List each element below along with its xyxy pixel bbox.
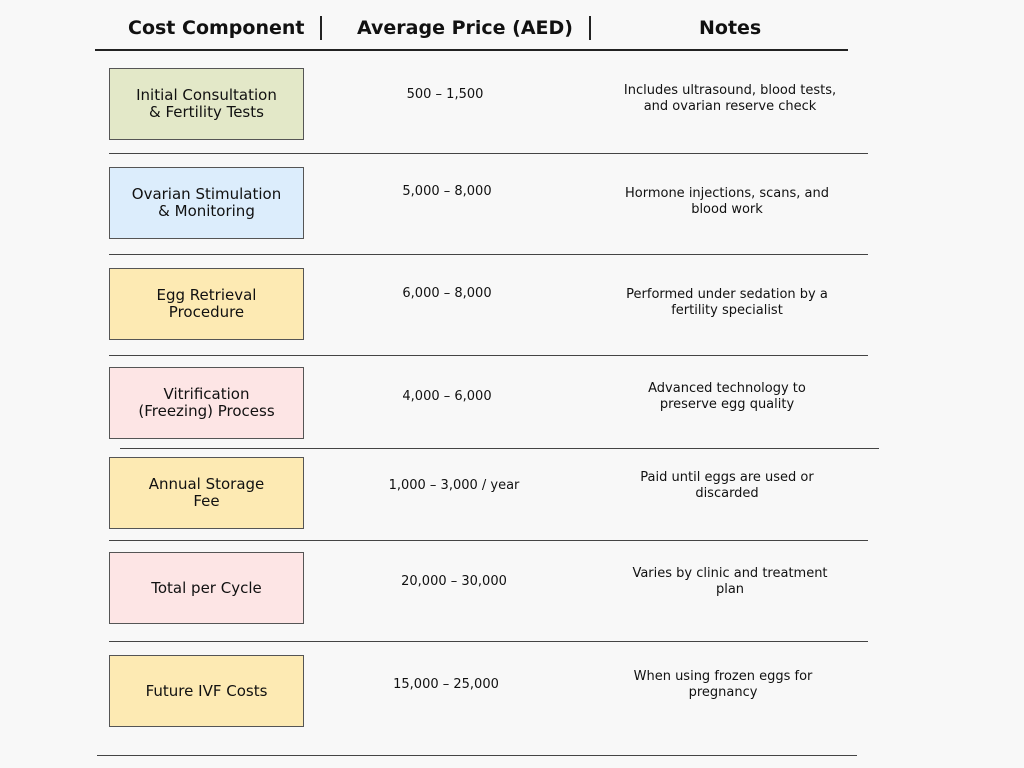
header-average-price: Average Price (AED)	[357, 17, 573, 39]
header-notes: Notes	[699, 17, 762, 39]
component-label: Total per Cycle	[151, 578, 262, 597]
notes-cell: Includes ultrasound, blood tests, and ov…	[623, 83, 837, 114]
component-label: Egg Retrieval Procedure	[156, 286, 257, 321]
header-rule	[95, 49, 848, 51]
component-cell: Ovarian Stimulation & Monitoring	[109, 167, 304, 239]
component-cell: Egg Retrieval Procedure	[109, 268, 304, 340]
row-divider	[109, 254, 868, 255]
row-divider	[120, 448, 879, 449]
component-label: Initial Consultation & Fertility Tests	[136, 86, 277, 121]
row-divider	[109, 153, 868, 154]
component-label: Vitrification (Freezing) Process	[138, 385, 275, 420]
price-cell: 500 – 1,500	[406, 87, 484, 102]
notes-cell: Advanced technology to preserve egg qual…	[648, 381, 806, 412]
component-label: Future IVF Costs	[145, 681, 268, 700]
price-cell: 5,000 – 8,000	[402, 184, 492, 199]
component-label: Annual Storage Fee	[148, 475, 265, 510]
price-cell: 20,000 – 30,000	[401, 574, 507, 589]
component-cell: Vitrification (Freezing) Process	[109, 367, 304, 439]
table-bottom-rule	[97, 755, 857, 756]
header-cost-component: Cost Component	[128, 17, 305, 39]
row-divider	[109, 540, 868, 541]
header-separator	[320, 16, 322, 40]
notes-cell: Hormone injections, scans, and blood wor…	[624, 186, 829, 217]
header-separator	[589, 16, 591, 40]
notes-cell: Varies by clinic and treatment plan	[632, 566, 828, 597]
notes-cell: Paid until eggs are used or discarded	[640, 470, 814, 501]
row-divider	[109, 641, 868, 642]
price-cell: 4,000 – 6,000	[402, 389, 492, 404]
price-cell: 6,000 – 8,000	[402, 286, 492, 301]
component-cell: Total per Cycle	[109, 552, 304, 624]
component-cell: Initial Consultation & Fertility Tests	[109, 68, 304, 140]
component-cell: Future IVF Costs	[109, 655, 304, 727]
price-cell: 15,000 – 25,000	[393, 677, 499, 692]
component-label: Ovarian Stimulation & Monitoring	[131, 185, 282, 220]
component-cell: Annual Storage Fee	[109, 457, 304, 529]
row-divider	[109, 355, 868, 356]
price-cell: 1,000 – 3,000 / year	[388, 478, 520, 493]
notes-cell: Performed under sedation by a fertility …	[626, 287, 828, 318]
notes-cell: When using frozen eggs for pregnancy	[633, 669, 813, 700]
